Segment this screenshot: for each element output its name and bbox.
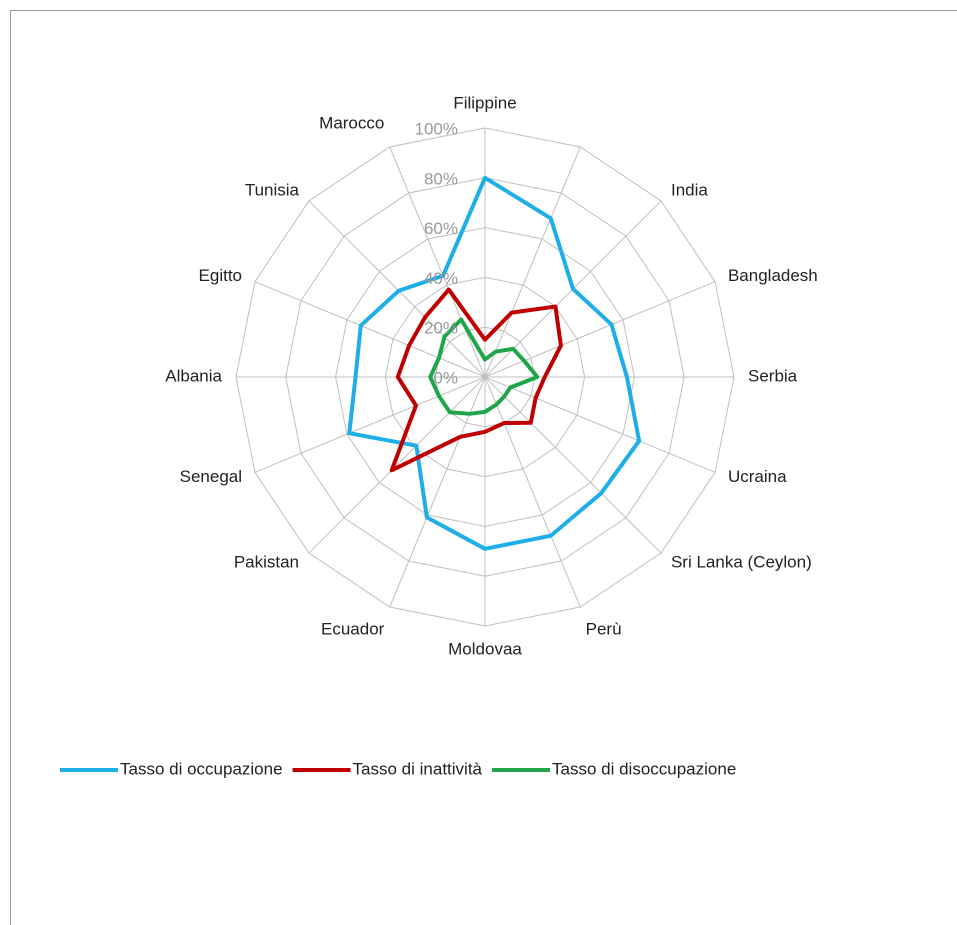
spoke: [254, 376, 486, 473]
legend-label: Tasso di disoccupazione: [552, 759, 736, 778]
category-label: Pakistan: [234, 552, 299, 571]
category-label: India: [671, 181, 708, 200]
spoke: [389, 146, 486, 378]
series-line: [428, 317, 540, 416]
category-label: Senegal: [180, 467, 242, 486]
legend-label: Tasso di occupazione: [120, 759, 283, 778]
spoke: [484, 376, 662, 554]
spoke: [484, 146, 581, 378]
category-label: Moldovaa: [448, 639, 522, 658]
category-label: Albania: [165, 366, 222, 385]
category-label: Filippine: [453, 93, 516, 112]
spoke: [308, 200, 486, 378]
category-label: Sri Lanka (Ceylon): [671, 552, 812, 571]
category-label: Ecuador: [321, 619, 385, 638]
r-tick-label: 0%: [433, 368, 458, 387]
legend-label: Tasso di inattività: [353, 759, 483, 778]
r-tick-label: 100%: [415, 119, 458, 138]
r-tick-label: 60%: [424, 219, 458, 238]
category-label: Tunisia: [245, 181, 300, 200]
category-label: Marocco: [319, 114, 384, 133]
category-label: Egitto: [199, 266, 242, 285]
spoke: [484, 376, 716, 473]
chart-frame: [10, 10, 957, 925]
r-tick-label: 40%: [424, 269, 458, 288]
spoke: [308, 376, 486, 554]
series-line: [347, 175, 642, 551]
category-label: Ucraina: [728, 467, 787, 486]
category-label: Perù: [586, 619, 622, 638]
r-tick-label: 20%: [424, 319, 458, 338]
spoke: [484, 376, 581, 608]
r-tick-label: 80%: [424, 169, 458, 188]
category-label: Bangladesh: [728, 266, 818, 285]
spoke: [254, 281, 486, 378]
category-label: Serbia: [748, 366, 798, 385]
series-line: [389, 287, 563, 473]
